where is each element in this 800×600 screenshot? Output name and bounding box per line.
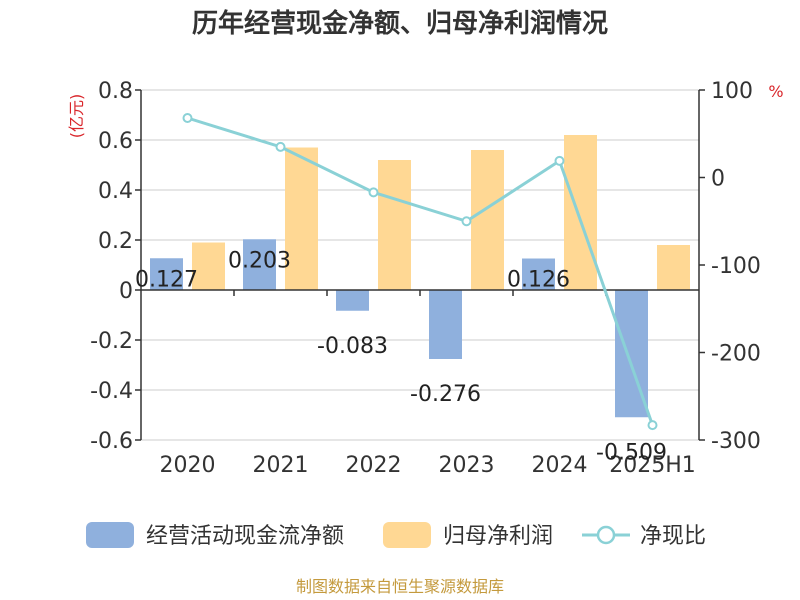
right-tick-label: 0: [711, 167, 725, 192]
source-note: 制图数据来自恒生聚源数据库: [296, 577, 504, 596]
legend-swatch: [86, 522, 134, 548]
right-tick-label: -200: [711, 342, 761, 367]
left-axis-unit: (亿元): [67, 94, 86, 139]
cashflow-bar: [336, 290, 369, 311]
left-tick-label: -0.2: [90, 329, 133, 354]
cashflow-bar: [243, 239, 276, 290]
legend-swatch: [383, 522, 431, 548]
cashflow-bar: [522, 258, 555, 290]
chart-title: 历年经营现金净额、归母净利润情况: [192, 8, 608, 39]
legend-item-ratio[interactable]: 净现比: [582, 524, 706, 549]
ratio-point: [461, 216, 472, 227]
left-tick-label: 0.6: [98, 129, 133, 154]
right-tick-label: -300: [711, 429, 761, 454]
legend-marker: [596, 525, 616, 545]
ratio-point: [647, 420, 658, 431]
legend: 经营活动现金流净额 归母净利润 净现比: [86, 522, 706, 549]
net-profit-bar: [471, 150, 504, 290]
ratio-point: [554, 155, 565, 166]
left-tick-label: 0.2: [98, 229, 133, 254]
cashflow-data-label: -0.083: [317, 334, 388, 359]
net-profit-bar: [285, 147, 318, 290]
legend-item-cashflow[interactable]: 经营活动现金流净额: [86, 522, 344, 549]
left-tick-label: 0.4: [98, 179, 133, 204]
data-labels-group: 0.127 0.203 -0.083 -0.276 0.126 -0.509: [135, 248, 667, 465]
left-tick-label: 0: [119, 279, 133, 304]
cashflow-data-label: 0.127: [135, 267, 198, 292]
cashflow-data-label: -0.276: [410, 382, 481, 407]
x-category-label: 2022: [346, 453, 402, 478]
ratio-line-group: [182, 113, 658, 431]
ratio-point: [275, 141, 286, 152]
ratio-point: [368, 187, 379, 198]
cashflow-data-label: 0.203: [228, 248, 291, 273]
cashflow-bar: [150, 258, 183, 290]
left-tick-label: -0.4: [90, 379, 133, 404]
left-tick-label: 0.8: [98, 79, 133, 104]
legend-item-net-profit[interactable]: 归母净利润: [383, 522, 553, 549]
x-category-label: 2024: [532, 453, 588, 478]
grid-lines: 0.8 0.6 0.4 0.2 0 -0.2 -0.4 -0.6 100 0 -100 -200 -30…: [90, 79, 761, 454]
cashflow-bar: [429, 290, 462, 359]
x-category-label: 2025H1: [609, 453, 696, 478]
net-profit-bar: [657, 245, 690, 290]
bars-group: [150, 135, 690, 418]
x-category-label: 2023: [439, 453, 495, 478]
ratio-point: [182, 113, 193, 123]
cashflow-data-label: -0.509: [596, 440, 667, 465]
right-tick-label: 100: [711, 79, 753, 104]
net-profit-bar: [192, 242, 225, 290]
right-tick-label: -100: [711, 254, 761, 279]
net-profit-bar: [564, 135, 597, 290]
x-category-label: 2020: [160, 453, 216, 478]
x-category-label: 2021: [253, 453, 309, 478]
legend-label: 净现比: [640, 524, 706, 549]
ratio-line: [187, 116, 654, 426]
left-tick-label: -0.6: [90, 429, 133, 454]
legend-label: 归母净利润: [443, 524, 553, 549]
net-profit-bar: [378, 160, 411, 290]
cashflow-data-label: 0.126: [507, 268, 570, 293]
right-axis-unit: %: [768, 82, 783, 101]
legend-label: 经营活动现金流净额: [146, 524, 344, 549]
